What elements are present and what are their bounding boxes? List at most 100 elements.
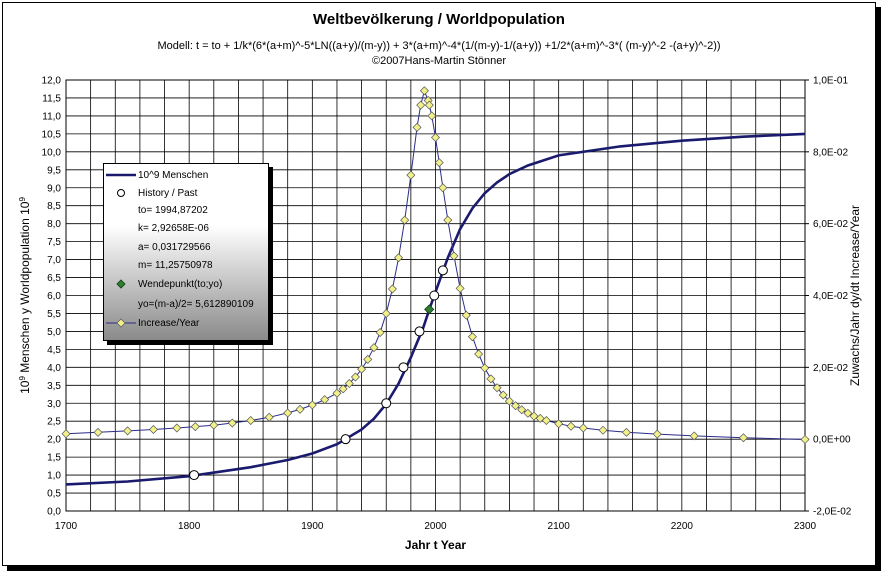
y-tick-label-left: 1,5 bbox=[47, 453, 61, 464]
increase-point bbox=[394, 253, 404, 263]
y-tick-label-left: 1,0 bbox=[47, 471, 61, 482]
increase-point bbox=[474, 349, 484, 359]
legend-item: a= 0,031729566 bbox=[104, 240, 211, 254]
increase-point bbox=[598, 425, 608, 435]
increase-point bbox=[344, 379, 354, 388]
y-tick-label-left: 9,5 bbox=[47, 165, 61, 176]
increase-point bbox=[504, 396, 514, 406]
y-tick-label-left: 5,5 bbox=[47, 309, 61, 320]
y-tick-label-right: 6,0E-02 bbox=[813, 219, 848, 230]
legend-label: m= 11,25750978 bbox=[138, 259, 213, 271]
legend-item: History / Past bbox=[104, 186, 197, 200]
legend-item: k= 2,92658E-06 bbox=[104, 221, 209, 235]
increase-point bbox=[455, 283, 465, 293]
history-point bbox=[340, 434, 351, 445]
increase-point bbox=[486, 374, 496, 384]
increase-point bbox=[93, 427, 103, 437]
increase-point bbox=[424, 100, 434, 110]
copyright-note: ©2007Hans-Martin Stönner bbox=[371, 55, 507, 67]
increase-point bbox=[387, 284, 397, 294]
y-tick-label-left: 0,0 bbox=[47, 507, 61, 518]
legend-item: m= 11,25750978 bbox=[104, 258, 213, 272]
legend-label: a= 0,031729566 bbox=[138, 241, 211, 253]
increase-point bbox=[320, 395, 330, 405]
legend-label: 10^9 Menschen bbox=[138, 169, 209, 181]
increase-point bbox=[416, 100, 426, 110]
increase-point bbox=[517, 405, 527, 415]
x-axis-label: Jahr t Year bbox=[405, 538, 466, 552]
legend-item: to= 1994,87202 bbox=[104, 203, 208, 217]
y-axis-label-right: Zuwachs/Jahr dy/dt Increase/Year bbox=[848, 205, 862, 386]
y-tick-label-left: 2,5 bbox=[47, 417, 61, 428]
increase-point bbox=[492, 383, 502, 393]
increase-point bbox=[190, 422, 200, 432]
y-tick-label-left: 9,0 bbox=[47, 183, 61, 194]
history-point bbox=[189, 470, 200, 481]
legend-item: yo=(m-a)/2= 5,612890109 bbox=[104, 297, 254, 311]
y-tick-label-left: 8,5 bbox=[47, 201, 61, 212]
legend-label: Wendepunkt(to;yo) bbox=[138, 278, 223, 290]
legend-symbol bbox=[104, 221, 138, 235]
increase-point bbox=[427, 111, 437, 121]
x-tick-label: 2100 bbox=[548, 521, 571, 532]
increase-point bbox=[123, 426, 133, 436]
y-tick-label-right: 8,0E-02 bbox=[813, 147, 848, 158]
increase-point bbox=[461, 310, 471, 320]
legend-label: yo=(m-a)/2= 5,612890109 bbox=[138, 298, 254, 310]
increase-point bbox=[449, 251, 459, 261]
y-tick-label-right: 0,0E+00 bbox=[813, 435, 851, 446]
increase-point bbox=[338, 384, 348, 394]
legend: 10^9 Menschen History / Past to= 1994,8720… bbox=[103, 163, 269, 341]
increase-point bbox=[400, 215, 410, 225]
legend-label: Increase/Year bbox=[138, 317, 200, 329]
x-tick-label: 2000 bbox=[424, 521, 447, 532]
increase-point bbox=[61, 429, 71, 439]
increase-point bbox=[332, 388, 342, 398]
y-tick-label-left: 12,0 bbox=[42, 76, 62, 87]
legend-item: Increase/Year bbox=[104, 316, 199, 330]
x-tick-label: 2200 bbox=[671, 521, 694, 532]
y-tick-label-right: 4,0E-02 bbox=[813, 291, 848, 302]
increase-point bbox=[406, 170, 416, 180]
legend-symbol bbox=[104, 240, 138, 254]
increase-point bbox=[363, 354, 373, 364]
increase-point bbox=[375, 327, 385, 337]
chart-title: Weltbevölkerung / Worldpopulation bbox=[313, 11, 565, 28]
y-tick-label-left: 6,0 bbox=[47, 291, 61, 302]
increase-point bbox=[357, 364, 367, 374]
legend-symbol bbox=[104, 186, 138, 200]
x-tick-label: 1800 bbox=[178, 521, 201, 532]
increase-point bbox=[523, 408, 533, 418]
increase-point bbox=[578, 423, 588, 433]
x-tick-label: 1900 bbox=[301, 521, 324, 532]
y-tick-label-left: 3,0 bbox=[47, 399, 61, 410]
history-point bbox=[398, 362, 409, 373]
increase-point bbox=[172, 423, 182, 433]
increase-point bbox=[434, 158, 444, 168]
increase-point bbox=[431, 132, 440, 142]
y-tick-label-left: 4,0 bbox=[47, 363, 61, 374]
increase-point bbox=[738, 433, 748, 443]
y-tick-label-left: 10,0 bbox=[42, 147, 62, 158]
increase-point bbox=[689, 431, 699, 441]
history-point bbox=[381, 398, 392, 409]
increase-point bbox=[419, 86, 429, 96]
y-tick-label-left: 10,5 bbox=[42, 129, 62, 140]
model-formula: Modell: t = to + 1/k*(6*(a+m)^-5*LN((a+y… bbox=[157, 40, 721, 52]
increase-point bbox=[412, 122, 422, 132]
increase-point bbox=[381, 308, 391, 318]
legend-symbol bbox=[104, 203, 138, 217]
increase-point bbox=[264, 412, 274, 422]
increase-point bbox=[350, 372, 360, 382]
increase-point bbox=[541, 415, 551, 425]
history-point bbox=[414, 326, 425, 337]
y-tick-label-left: 2,0 bbox=[47, 435, 61, 446]
legend-label: k= 2,92658E-06 bbox=[138, 222, 209, 234]
legend-symbol bbox=[104, 316, 138, 330]
increase-point bbox=[227, 418, 237, 428]
increase-point bbox=[800, 435, 810, 445]
increase-point bbox=[443, 215, 453, 225]
y-tick-label-left: 11,5 bbox=[42, 93, 61, 104]
increase-point bbox=[621, 427, 631, 437]
legend-label: History / Past bbox=[138, 187, 198, 199]
